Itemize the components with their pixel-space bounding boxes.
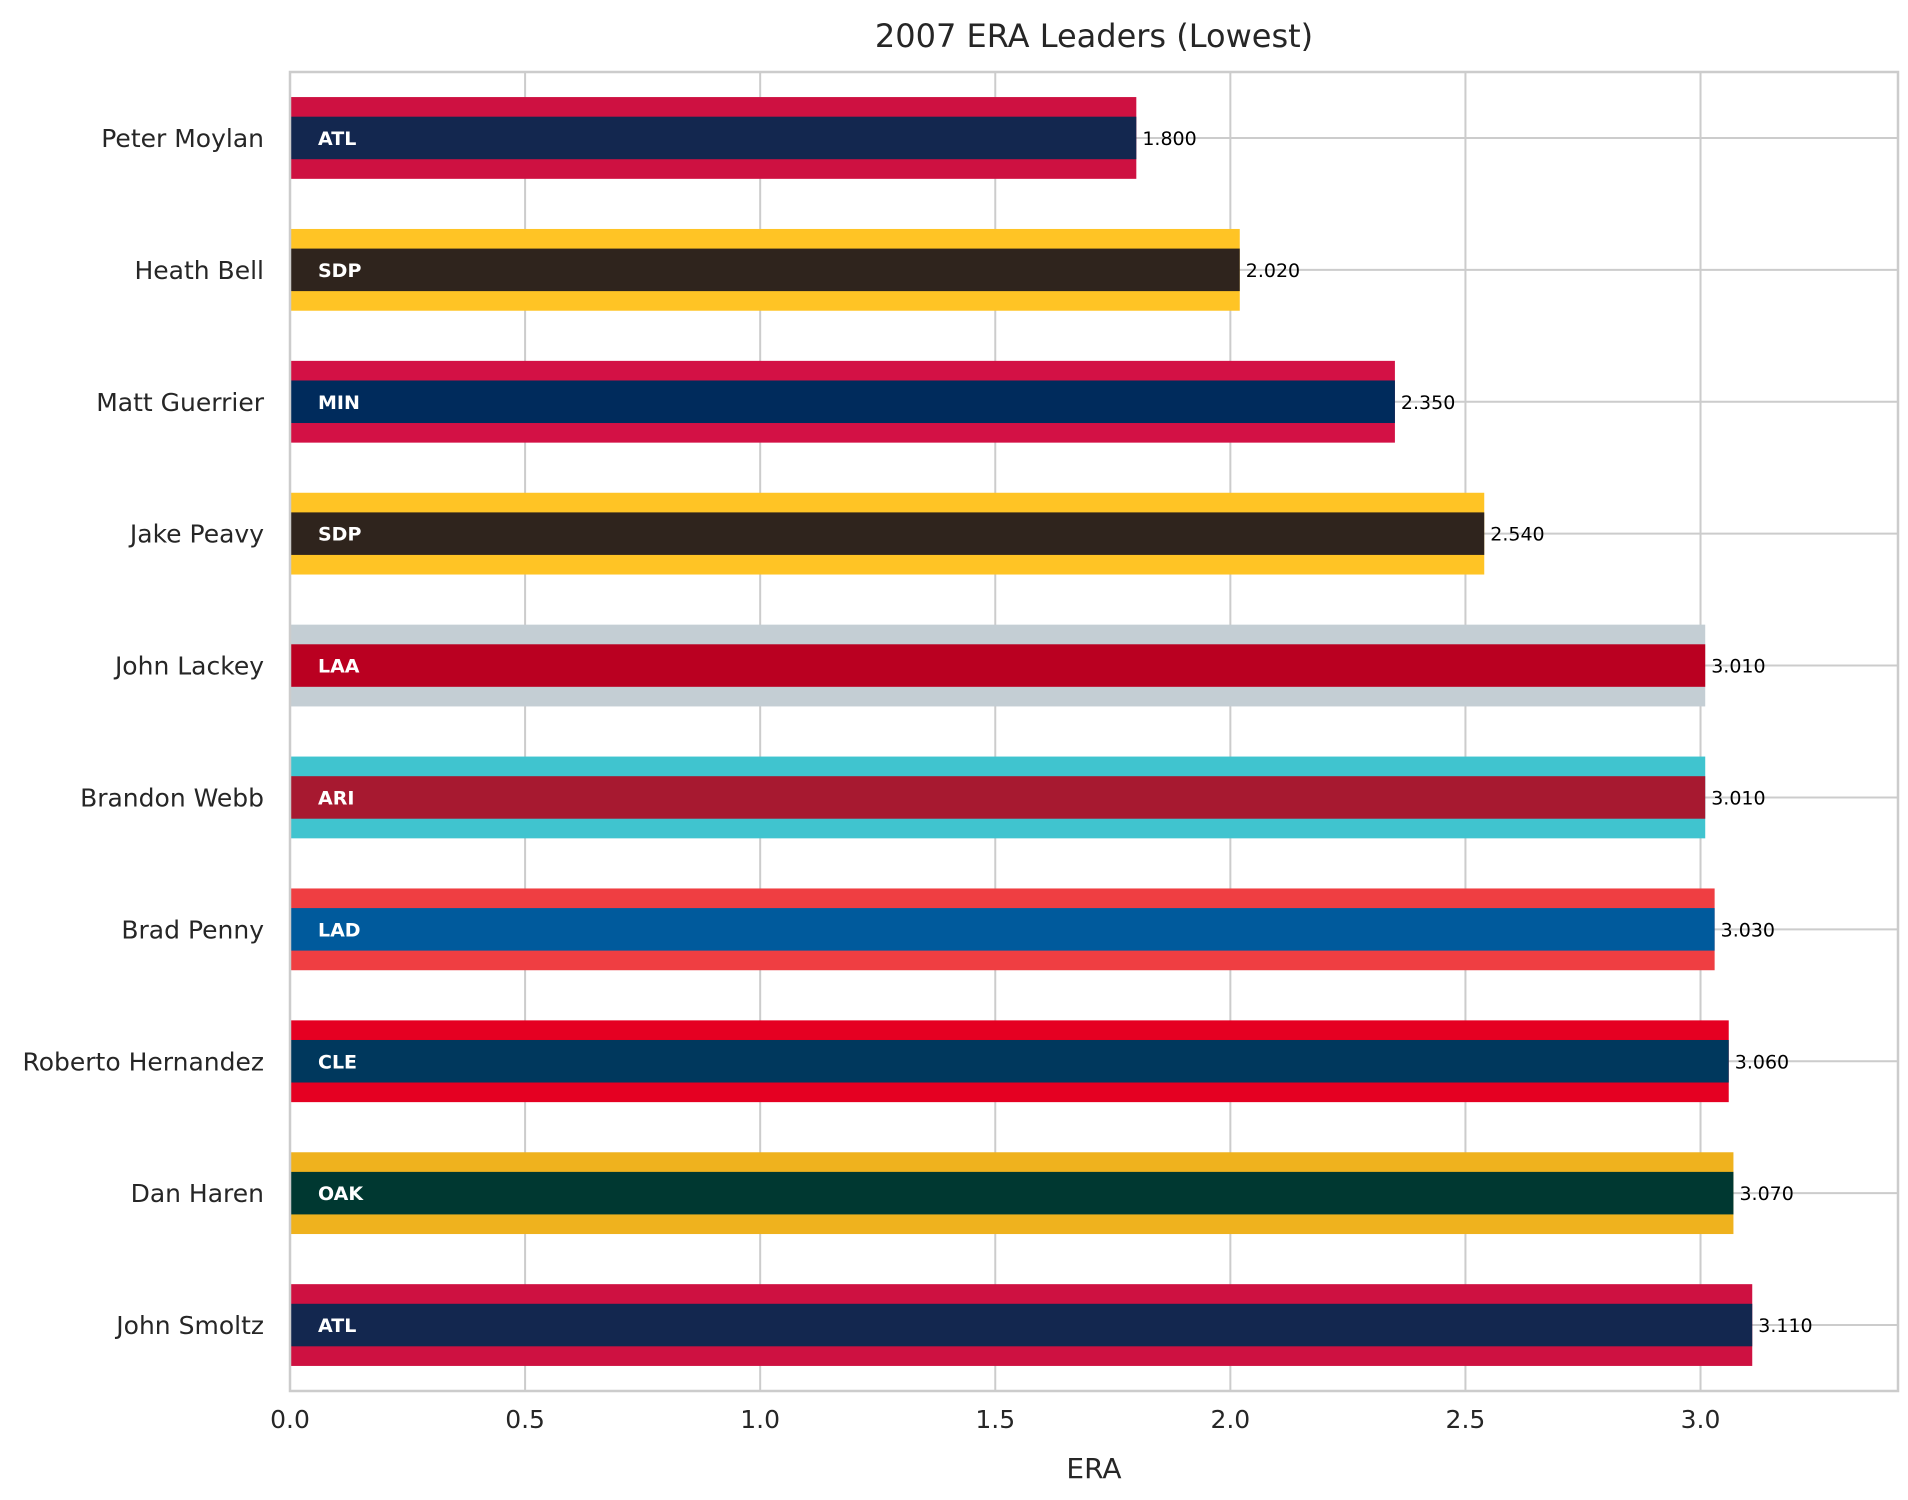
bar-inner [290, 248, 1240, 292]
x-tick-label: 3.0 [1681, 1405, 1721, 1434]
bar-inner [290, 644, 1706, 687]
player-label: Roberto Hernandez [22, 1047, 264, 1076]
player-label: Heath Bell [134, 256, 264, 285]
x-tick-label: 1.0 [740, 1405, 780, 1434]
team-label: LAD [318, 919, 361, 941]
player-label: John Smoltz [114, 1311, 264, 1340]
value-label: 3.110 [1758, 1315, 1812, 1337]
bar-inner [290, 908, 1715, 951]
player-label: Jake Peavy [128, 520, 264, 549]
player-label: Peter Moylan [101, 124, 264, 153]
value-label: 3.010 [1711, 787, 1765, 809]
bar-inner [290, 1171, 1734, 1215]
value-label: 2.350 [1401, 392, 1455, 414]
x-axis-ticks: 0.0 0.5 1.0 1.5 2.0 2.5 3.0 [270, 1405, 1720, 1434]
x-axis-label: ERA [1066, 1452, 1121, 1485]
bars: ATL 1.800 SDP 2.020 MIN 2.350 SDP 2.540 LAA 3.010… [290, 97, 1813, 1366]
team-label: ARI [318, 787, 354, 809]
bar-inner [290, 380, 1395, 424]
bar-inner [290, 116, 1137, 160]
team-label: OAK [318, 1183, 364, 1205]
x-tick-label: 0.5 [505, 1405, 545, 1434]
value-label: 2.540 [1490, 524, 1544, 546]
plot-frame [288, 70, 1900, 1393]
y-axis-labels: Peter Moylan Heath Bell Matt Guerrier Jake … [22, 124, 264, 1340]
value-label: 3.030 [1721, 919, 1775, 941]
x-tick-label: 0.0 [270, 1405, 310, 1434]
team-label: LAA [318, 656, 360, 678]
x-tick-label: 1.5 [975, 1405, 1015, 1434]
player-label: Brandon Webb [80, 783, 264, 812]
value-label: 3.070 [1739, 1183, 1793, 1205]
value-label: 3.010 [1711, 656, 1765, 678]
team-label: SDP [318, 524, 361, 546]
team-label: SDP [318, 260, 361, 282]
player-label: Brad Penny [121, 915, 264, 944]
value-label: 2.020 [1246, 260, 1300, 282]
bar-inner [290, 776, 1706, 819]
bar-inner [290, 512, 1485, 555]
player-label: Matt Guerrier [96, 388, 264, 417]
x-tick-label: 2.0 [1210, 1405, 1250, 1434]
bar-inner [290, 1303, 1753, 1347]
x-tick-label: 2.5 [1446, 1405, 1486, 1434]
chart-title: 2007 ERA Leaders (Lowest) [875, 17, 1313, 55]
team-label: MIN [318, 392, 360, 414]
player-label: John Lackey [113, 652, 264, 681]
player-label: Dan Haren [131, 1179, 264, 1208]
bar-inner [290, 1039, 1729, 1083]
team-label: ATL [318, 1315, 356, 1337]
value-label: 3.060 [1735, 1051, 1789, 1073]
team-label: ATL [318, 128, 356, 150]
value-label: 1.800 [1142, 128, 1196, 150]
team-label: CLE [318, 1051, 357, 1073]
